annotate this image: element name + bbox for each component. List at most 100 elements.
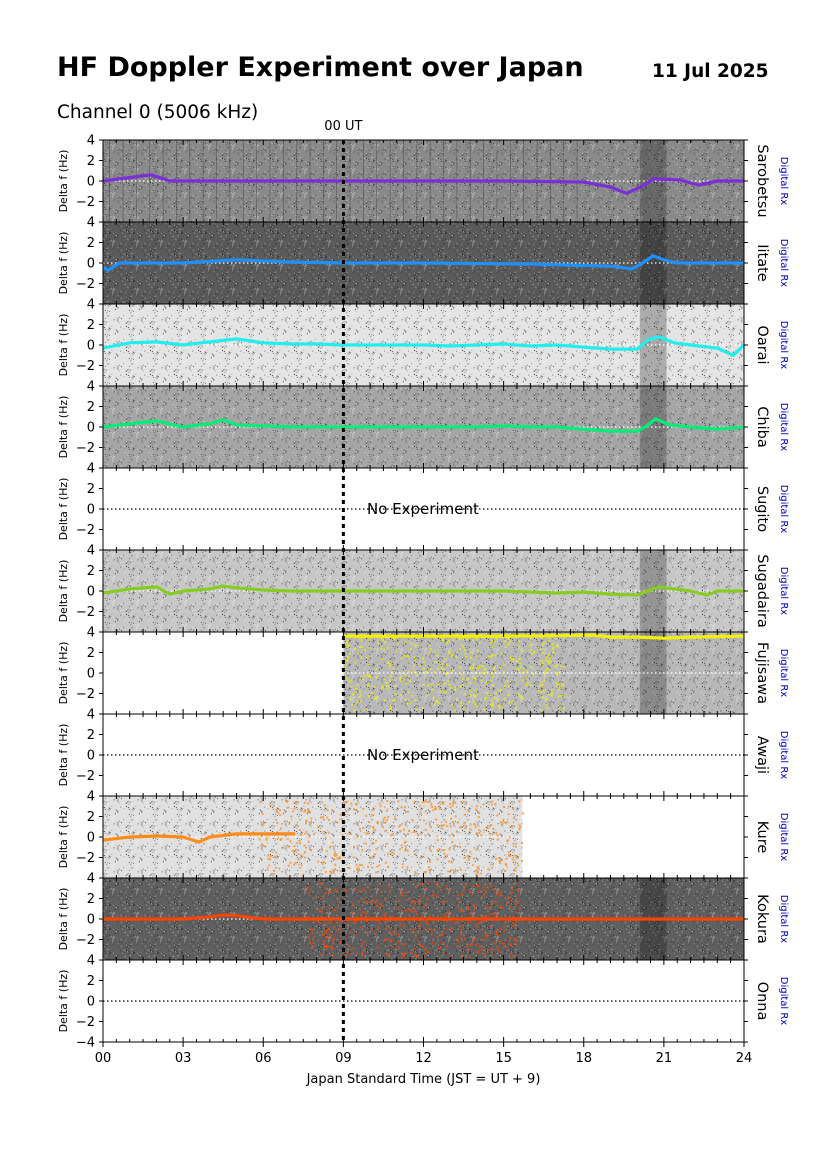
- echo-speck: [389, 675, 392, 678]
- echo-speck: [407, 810, 410, 813]
- echo-speck: [306, 916, 308, 919]
- x-tick-label: 24: [736, 1051, 753, 1066]
- echo-speck: [469, 944, 472, 947]
- echo-speck: [489, 907, 492, 909]
- echo-speck: [481, 915, 484, 918]
- echo-speck: [349, 953, 352, 956]
- echo-speck: [368, 695, 370, 697]
- echo-speck: [480, 679, 483, 682]
- echo-speck: [521, 679, 524, 682]
- echo-speck: [492, 888, 495, 891]
- echo-speck: [275, 851, 278, 854]
- echo-speck: [446, 911, 449, 914]
- echo-speck: [394, 699, 397, 701]
- doppler-trace: [102, 832, 296, 844]
- echo-speck: [459, 846, 462, 848]
- echo-speck: [506, 839, 509, 842]
- echo-speck: [476, 705, 479, 708]
- y-tick-label: −2: [76, 769, 95, 784]
- echo-speck: [381, 905, 384, 908]
- echo-speck: [354, 809, 357, 811]
- y-tick-label: 0: [87, 995, 95, 1010]
- echo-speck: [339, 940, 342, 943]
- y-tick-label: −2: [76, 523, 95, 538]
- echo-speck: [510, 952, 513, 955]
- observation-date: 11 Jul 2025: [652, 61, 769, 82]
- echo-speck: [540, 690, 542, 693]
- echo-speck: [373, 853, 376, 856]
- echo-speck: [422, 883, 425, 886]
- echo-speck: [429, 667, 432, 670]
- echo-speck: [438, 690, 441, 693]
- echo-speck: [356, 701, 359, 704]
- echo-speck: [460, 928, 463, 931]
- echo-speck: [512, 659, 515, 662]
- echo-speck: [454, 938, 457, 941]
- echo-speck: [438, 807, 441, 810]
- echo-speck: [434, 806, 437, 809]
- station-panel-iitate: 4 2 0 −2 Delta f (Hz) Iitate Digital Rx: [57, 216, 789, 305]
- echo-speck: [514, 882, 517, 885]
- echo-speck: [311, 931, 314, 934]
- y-tick-label: −2: [76, 441, 95, 456]
- echo-speck: [490, 704, 493, 706]
- receiver-label: Digital Rx: [778, 895, 789, 944]
- echo-speck: [440, 901, 443, 904]
- echo-speck: [556, 645, 559, 648]
- echo-speck: [377, 884, 380, 887]
- echo-speck: [360, 639, 363, 642]
- echo-speck: [436, 885, 439, 888]
- echo-speck: [435, 699, 438, 702]
- echo-speck: [510, 899, 513, 902]
- echo-speck: [499, 893, 502, 896]
- page-title: HF Doppler Experiment over Japan: [57, 52, 584, 83]
- echo-speck: [361, 954, 363, 956]
- station-name: Kokura: [754, 894, 770, 944]
- echo-speck: [352, 947, 355, 950]
- echo-speck: [438, 805, 441, 808]
- echo-speck: [300, 854, 303, 857]
- echo-speck: [444, 820, 447, 823]
- echo-speck: [542, 690, 545, 693]
- echo-speck: [504, 870, 506, 872]
- echo-speck: [541, 659, 544, 662]
- echo-speck: [461, 954, 464, 957]
- y-axis-label: Delta f (Hz): [57, 642, 70, 705]
- echo-speck: [331, 841, 334, 844]
- echo-speck: [474, 826, 477, 829]
- echo-speck: [422, 667, 425, 670]
- echo-speck: [512, 807, 515, 810]
- echo-speck: [563, 665, 566, 668]
- echo-speck: [336, 930, 339, 932]
- echo-speck: [297, 858, 300, 861]
- echo-speck: [507, 643, 510, 646]
- echo-speck: [397, 940, 400, 943]
- echo-speck: [381, 687, 384, 690]
- echo-speck: [512, 925, 515, 928]
- station-name: Iitate: [754, 244, 770, 282]
- echo-speck: [290, 815, 293, 818]
- echo-speck: [351, 703, 353, 706]
- echo-speck: [474, 869, 477, 872]
- echo-speck: [485, 906, 488, 909]
- echo-speck: [388, 661, 391, 664]
- echo-speck: [368, 676, 371, 679]
- echo-speck: [428, 644, 431, 647]
- echo-speck: [481, 895, 484, 898]
- echo-speck: [424, 810, 427, 813]
- echo-speck: [356, 953, 359, 956]
- echo-speck: [506, 680, 509, 682]
- echo-speck: [464, 653, 467, 655]
- echo-speck: [366, 832, 369, 835]
- echo-speck: [427, 882, 430, 885]
- echo-speck: [404, 909, 407, 912]
- echo-speck: [421, 707, 424, 710]
- echo-speck: [378, 802, 381, 805]
- echo-speck: [381, 658, 384, 661]
- echo-speck: [503, 925, 506, 928]
- echo-speck: [413, 800, 416, 803]
- echo-speck: [410, 642, 412, 645]
- echo-speck: [322, 941, 325, 943]
- echo-speck: [478, 642, 481, 645]
- echo-speck: [403, 678, 406, 681]
